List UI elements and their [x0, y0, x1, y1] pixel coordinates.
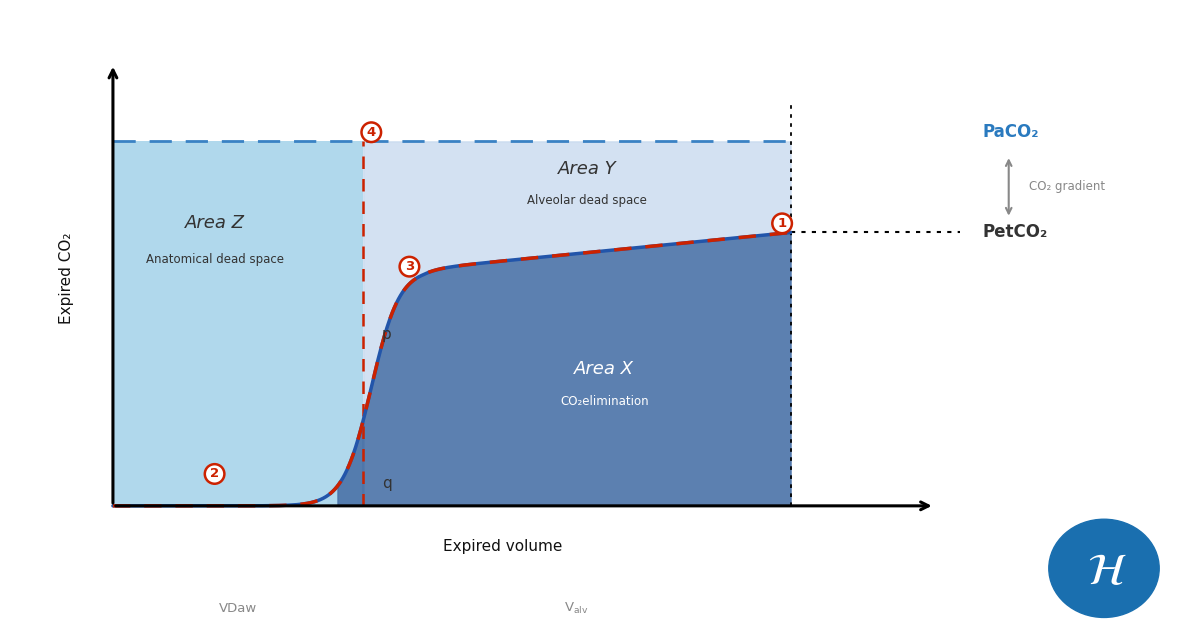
Bar — [113, 141, 362, 506]
Text: Area Z: Area Z — [185, 214, 245, 232]
Text: Alveolar dead space: Alveolar dead space — [527, 194, 647, 207]
Text: Area X: Area X — [575, 360, 635, 378]
Text: p: p — [382, 327, 391, 342]
Text: 1: 1 — [778, 217, 787, 230]
Text: q: q — [382, 475, 391, 490]
Text: 2: 2 — [210, 467, 220, 480]
Text: $\mathcal{H}$: $\mathcal{H}$ — [1087, 550, 1127, 593]
Text: Area Y: Area Y — [558, 160, 617, 178]
Text: PetCO₂: PetCO₂ — [983, 224, 1048, 242]
Text: Expired volume: Expired volume — [443, 539, 563, 555]
Text: PaCO₂: PaCO₂ — [983, 123, 1039, 141]
Circle shape — [1049, 519, 1159, 617]
Text: CO₂elimination: CO₂elimination — [560, 394, 648, 408]
Text: Expired CO₂: Expired CO₂ — [59, 232, 74, 324]
Text: CO₂ gradient: CO₂ gradient — [1030, 180, 1105, 193]
Text: 3: 3 — [404, 260, 414, 273]
Text: VDaw: VDaw — [218, 602, 257, 615]
Text: $\mathdefault{V}_{\mathdefault{alv}}$: $\mathdefault{V}_{\mathdefault{alv}}$ — [564, 601, 589, 616]
Text: 4: 4 — [367, 126, 376, 139]
Text: Anatomical dead space: Anatomical dead space — [145, 253, 283, 266]
